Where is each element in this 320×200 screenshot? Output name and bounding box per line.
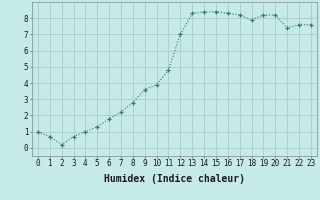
X-axis label: Humidex (Indice chaleur): Humidex (Indice chaleur)	[104, 174, 245, 184]
